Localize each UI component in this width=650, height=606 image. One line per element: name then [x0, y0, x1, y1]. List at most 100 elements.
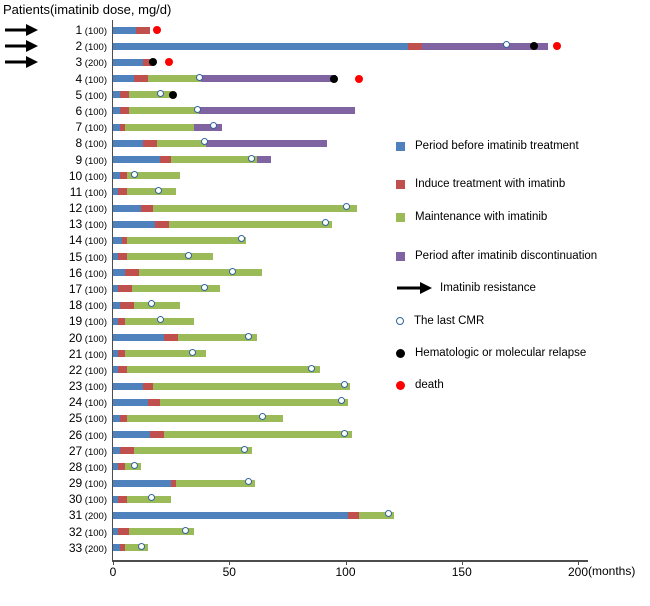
legend-label: death — [415, 379, 444, 391]
bar-segment-before — [113, 528, 118, 536]
bar-segment-before — [113, 301, 120, 309]
patient-id: 3 — [75, 55, 83, 70]
patient-label: 8 (100) — [0, 136, 107, 152]
patient-label: 6 (100) — [0, 104, 107, 120]
bar-segment-before — [113, 285, 118, 293]
patient-label: 13 (100) — [0, 217, 107, 233]
legend-label: The last CMR — [414, 315, 485, 327]
last-cmr-marker — [503, 41, 511, 49]
bar-segment-maintenance — [152, 382, 351, 390]
patient-dose: (100) — [82, 252, 107, 264]
patient-id: 14 — [68, 233, 83, 248]
bar-segment-maintenance — [157, 139, 206, 147]
patient-label: 27 (100) — [0, 444, 107, 460]
bar-segment-induce — [119, 544, 125, 552]
bar-segment-induce — [117, 253, 127, 261]
bar-segment-maintenance — [126, 236, 246, 244]
legend-label: Induce treatment with imatinb — [415, 178, 566, 190]
patient-dose: (100) — [82, 446, 107, 458]
bar-segment-before — [113, 350, 118, 358]
patient-label: 1 (100) — [0, 23, 107, 39]
bar-segment-before — [113, 139, 144, 147]
bar-segment-induce — [117, 528, 130, 536]
patient-dose: (100) — [82, 382, 107, 394]
x-axis-tick-label: 0 — [109, 565, 117, 579]
bar-segment-after — [257, 156, 272, 164]
last-cmr-marker — [201, 138, 208, 146]
death-marker — [553, 42, 562, 51]
legend-label: Hematologic or molecular relapse — [415, 347, 587, 359]
legend-item-last-cmr: The last CMR — [396, 314, 484, 328]
patient-id: 23 — [68, 379, 83, 394]
bar-segment-after — [199, 107, 355, 115]
patient-id: 22 — [68, 362, 83, 377]
death-swatch-icon — [396, 380, 405, 390]
bar-segment-before — [113, 447, 120, 455]
chart-title: Patients(imatinib dose, mg/d) — [3, 2, 172, 17]
patient-dose: (100) — [82, 74, 107, 86]
legend-label: Period after imatinib discontinuation — [415, 250, 598, 262]
patient-dose: (100) — [82, 284, 107, 296]
bar-segment-induce — [117, 495, 127, 503]
bar-segment-induce — [119, 91, 130, 99]
x-axis-tick — [113, 561, 114, 565]
x-axis-tick — [578, 561, 579, 565]
patient-dose: (100) — [82, 430, 107, 442]
bar-segment-maintenance — [178, 334, 258, 341]
patient-dose: (100) — [82, 187, 107, 199]
bar-segment-before — [113, 123, 120, 131]
patient-id: 8 — [75, 136, 83, 151]
patient-dose: (100) — [82, 333, 107, 345]
bar-segment-before — [113, 366, 118, 374]
patient-label: 16 (100) — [0, 266, 107, 282]
patient-dose: (100) — [82, 90, 107, 102]
patient-label: 18 (100) — [0, 298, 107, 314]
bar-segment-induce — [159, 156, 172, 164]
relapse-swatch-icon — [396, 348, 405, 358]
last-cmr-marker — [340, 429, 348, 437]
x-axis-tick — [229, 561, 231, 565]
bar-segment-induce — [140, 204, 153, 212]
last-cmr-marker — [238, 235, 246, 243]
patient-label: 10 (100) — [0, 169, 107, 185]
bar-segment-induce — [164, 334, 179, 341]
patient-label: 21 (100) — [0, 347, 107, 363]
patient-dose: (100) — [82, 398, 107, 410]
last-cmr-marker — [184, 251, 192, 259]
bar-segment-maintenance — [126, 188, 176, 196]
patient-label: 17 (100) — [0, 282, 107, 298]
bar-segment-maintenance — [124, 123, 195, 131]
death-marker — [164, 58, 173, 67]
relapse-marker — [169, 90, 178, 99]
bar-segment-induce — [119, 172, 127, 180]
patient-id: 7 — [75, 120, 83, 135]
bar-segment-before — [113, 269, 125, 277]
patient-label: 14 (100) — [0, 233, 107, 249]
bar-segment-induce — [171, 479, 176, 487]
bar-segment-maintenance — [124, 350, 206, 358]
patient-id: 12 — [68, 201, 83, 216]
maintenance-swatch-icon — [396, 212, 405, 222]
patient-dose: (100) — [82, 365, 107, 377]
resistance-arrow-icon — [396, 282, 432, 294]
bar-segment-before — [113, 398, 148, 406]
patient-label: 23 (100) — [0, 379, 107, 395]
patient-dose: (100) — [82, 26, 107, 38]
bar-segment-after — [194, 123, 223, 131]
bar-segment-induce — [136, 26, 151, 34]
x-axis-tick-label: 150 — [451, 565, 472, 579]
patient-id: 4 — [75, 71, 83, 86]
bar-segment-before — [113, 334, 165, 341]
patient-label: 11 (100) — [0, 185, 107, 201]
patient-dose: (100) — [82, 349, 107, 361]
bar-segment-before — [113, 172, 120, 180]
bar-segment-maintenance — [175, 479, 255, 487]
bar-segment-after — [206, 139, 327, 147]
patient-id: 15 — [68, 249, 83, 264]
legend-item-resistance: Imatinib resistance — [396, 281, 536, 295]
resistance-arrow-icon — [5, 24, 38, 37]
patient-id: 29 — [68, 476, 83, 491]
patient-id: 1 — [75, 23, 83, 38]
x-axis-tick — [461, 561, 463, 565]
